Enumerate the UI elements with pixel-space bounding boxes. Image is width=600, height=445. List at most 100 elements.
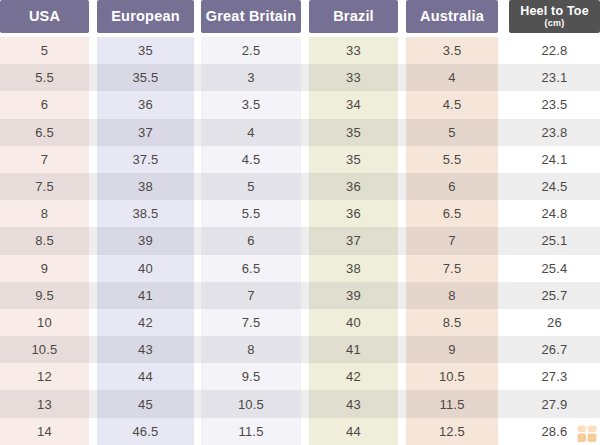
column-header-label: USA [29,9,60,24]
cell-australia: 10.5 [406,363,498,390]
table-row: 8.539637725.1 [0,227,600,254]
cell-european: 45 [97,390,194,417]
table-row: 9406.5387.525.4 [0,255,600,282]
column-header-label: Australia [420,9,484,24]
cell-brazil: 42 [309,363,398,390]
cell-european: 37 [97,119,194,146]
table-row: 12 44 9.5 42 10.5 27.3 [0,363,600,390]
cell-great-britain: 9.5 [201,363,301,390]
cell-brazil: 38 [309,255,398,282]
cell-brazil: 39 [309,282,398,309]
column-header-label: Brazil [333,9,374,24]
cell-european: 43 [97,336,194,363]
column-header-unit-label: (cm) [545,19,565,28]
cell-great-britain: 7 [201,282,301,309]
table-row: 7 37.5 4.5 35 5.5 24.1 [0,146,600,173]
cell-european: 44 [97,363,194,390]
cell-usa: 8 [0,200,89,227]
table-body: 5352.5333.522.85.535.5333423.16363.5344.… [0,37,600,445]
cell-usa: 9 [0,255,89,282]
cell-australia: 6 [406,173,498,200]
table-row: 134510.54311.527.9 [0,390,600,417]
column-header-heel-to-toe: Heel to Toe (cm) [509,0,600,33]
cell-great-britain: 2.5 [201,37,301,64]
cell-great-britain: 3 [201,64,301,91]
cell-brazil: 35 [309,146,398,173]
cell-european: 38 [97,173,194,200]
cell-usa: 9.5 [0,282,89,309]
cell-great-britain: 8 [201,336,301,363]
cell-european: 38.5 [97,200,194,227]
cell-great-britain: 7.5 [201,309,301,336]
table-header-row: USA European Great Britain Brazil Austra… [0,0,600,33]
cell-usa: 7.5 [0,173,89,200]
cell-usa: 6.5 [0,119,89,146]
table-row: 5.535.5333423.1 [0,64,600,91]
table-row: 9.541739825.7 [0,282,600,309]
cell-heel-to-toe: 25.1 [509,227,600,254]
cell-usa: 10 [0,309,89,336]
cell-great-britain: 5 [201,173,301,200]
cell-heel-to-toe: 25.4 [509,255,600,282]
cell-great-britain: 4 [201,119,301,146]
cell-heel-to-toe: 27.9 [509,390,600,417]
column-header-label: Great Britain [206,9,296,24]
cell-heel-to-toe: 26.7 [509,336,600,363]
cell-heel-to-toe: 26 [509,309,600,336]
column-header-label: Heel to Toe [520,5,589,18]
cell-australia: 4.5 [406,91,498,118]
cell-australia: 7 [406,227,498,254]
cell-usa: 5 [0,37,89,64]
cell-great-britain: 11.5 [201,418,301,445]
table-row: 838.55.5366.524.8 [0,200,600,227]
table-row: 5352.5333.522.8 [0,37,600,64]
cell-great-britain: 10.5 [201,390,301,417]
cell-european: 35.5 [97,64,194,91]
cell-brazil: 43 [309,390,398,417]
cell-brazil: 44 [309,418,398,445]
cell-heel-to-toe: 27.3 [509,363,600,390]
cell-heel-to-toe: 25.7 [509,282,600,309]
cell-brazil: 33 [309,37,398,64]
cell-heel-to-toe: 22.8 [509,37,600,64]
cell-great-britain: 6.5 [201,255,301,282]
cell-brazil: 36 [309,200,398,227]
table-row: 6363.5344.523.5 [0,91,600,118]
cell-australia: 5 [406,119,498,146]
cell-australia: 5.5 [406,146,498,173]
cell-brazil: 40 [309,309,398,336]
table-row: 1446.511.54412.528.6 [0,418,600,445]
cell-australia: 9 [406,336,498,363]
column-header-usa: USA [0,0,89,33]
cell-usa: 12 [0,363,89,390]
grid-logo-icon [577,425,597,443]
table-row: 7.538536624.5 [0,173,600,200]
cell-australia: 3.5 [406,37,498,64]
cell-european: 37.5 [97,146,194,173]
cell-usa: 10.5 [0,336,89,363]
cell-great-britain: 3.5 [201,91,301,118]
cell-heel-to-toe: 24.1 [509,146,600,173]
cell-brazil: 36 [309,173,398,200]
cell-brazil: 33 [309,64,398,91]
cell-brazil: 37 [309,227,398,254]
cell-brazil: 41 [309,336,398,363]
cell-heel-to-toe: 23.8 [509,119,600,146]
cell-european: 41 [97,282,194,309]
cell-usa: 14 [0,418,89,445]
table-row: 6.537435523.8 [0,119,600,146]
cell-usa: 7 [0,146,89,173]
cell-usa: 6 [0,91,89,118]
column-header-brazil: Brazil [309,0,398,33]
cell-australia: 4 [406,64,498,91]
cell-european: 36 [97,91,194,118]
table-row: 10.5 43 8 41 9 26.7 [0,336,600,363]
table-row: 10427.5408.526 [0,309,600,336]
cell-australia: 6.5 [406,200,498,227]
cell-australia: 7.5 [406,255,498,282]
cell-australia: 12.5 [406,418,498,445]
cell-great-britain: 4.5 [201,146,301,173]
cell-usa: 5.5 [0,64,89,91]
cell-great-britain: 6 [201,227,301,254]
cell-european: 42 [97,309,194,336]
